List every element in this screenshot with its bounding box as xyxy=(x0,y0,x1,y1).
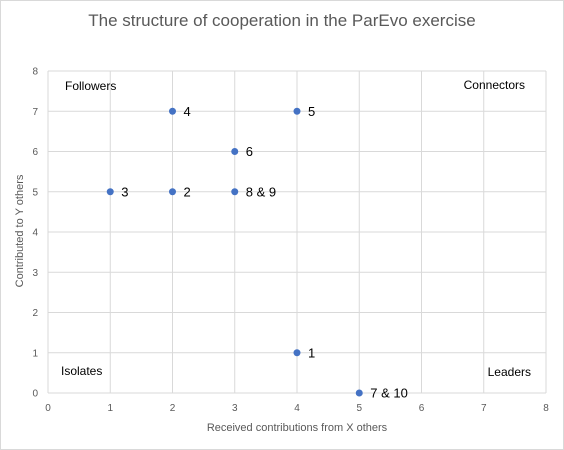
gridlines xyxy=(47,70,547,394)
x-axis-ticks: 0 1 2 3 4 5 6 7 8 xyxy=(45,403,549,414)
quadrant-label-connectors: Connectors xyxy=(464,78,525,92)
y-axis-ticks: 0 1 2 3 4 5 6 7 8 xyxy=(32,67,38,400)
x-tick-label: 4 xyxy=(294,403,300,414)
data-point-label: 2 xyxy=(184,184,191,199)
data-point-label: 1 xyxy=(308,345,315,360)
data-point xyxy=(106,188,114,196)
x-axis-label: Received contributions from X others xyxy=(206,422,388,434)
data-point xyxy=(231,148,239,155)
y-tick-label: 6 xyxy=(32,147,38,158)
data-point-label: 5 xyxy=(308,104,315,119)
x-tick-label: 8 xyxy=(543,403,549,414)
data-point xyxy=(355,389,363,397)
x-tick-label: 6 xyxy=(419,403,425,414)
x-tick-label: 5 xyxy=(356,403,362,414)
x-tick-label: 7 xyxy=(481,403,487,414)
y-tick-label: 1 xyxy=(32,348,38,359)
x-tick-label: 1 xyxy=(107,403,113,414)
y-tick-label: 8 xyxy=(32,67,38,78)
data-point xyxy=(293,107,301,115)
data-point xyxy=(231,188,239,196)
chart-title: The structure of cooperation in the ParE… xyxy=(88,11,476,30)
data-point xyxy=(293,349,301,357)
quadrant-label-leaders: Leaders xyxy=(488,365,531,379)
x-tick-label: 3 xyxy=(232,403,238,414)
data-point-label: 8 & 9 xyxy=(246,184,276,199)
data-point xyxy=(169,188,176,196)
x-tick-label: 2 xyxy=(170,403,176,414)
y-tick-label: 3 xyxy=(32,268,38,279)
y-tick-label: 0 xyxy=(32,389,38,400)
data-point-label: 7 & 10 xyxy=(370,386,408,401)
data-points: 3 2 4 6 8 & 9 5 1 7 & 10 xyxy=(106,104,408,401)
y-tick-label: 4 xyxy=(32,228,38,239)
y-tick-label: 7 xyxy=(32,107,38,118)
x-tick-label: 0 xyxy=(45,403,51,414)
data-point-label: 3 xyxy=(121,184,128,199)
data-point xyxy=(169,107,176,115)
y-tick-label: 5 xyxy=(32,187,38,198)
quadrant-label-followers: Followers xyxy=(65,79,116,93)
data-point-label: 4 xyxy=(184,104,191,119)
y-tick-label: 2 xyxy=(32,308,38,319)
data-point-label: 6 xyxy=(246,144,253,159)
quadrant-label-isolates: Isolates xyxy=(61,364,102,378)
